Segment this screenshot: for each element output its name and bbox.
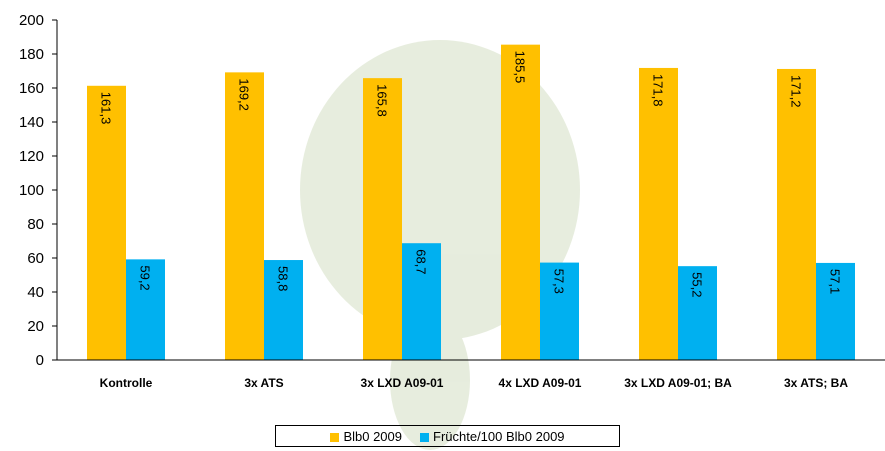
bar: [87, 85, 126, 360]
x-tick-label: 3x LXD A09-01; BA: [624, 376, 732, 390]
bar: [264, 260, 303, 360]
bar: [402, 243, 441, 360]
value-label: 161,3: [99, 92, 114, 125]
value-label: 171,2: [789, 75, 804, 108]
value-label: 68,7: [414, 249, 429, 274]
y-tick-label: 80: [27, 216, 44, 233]
x-tick-label: 4x LXD A09-01: [498, 376, 582, 390]
y-tick-label: 200: [19, 12, 44, 29]
legend-label: Früchte/100 Blb0 2009: [433, 428, 565, 444]
bar: [363, 78, 402, 360]
bar: [540, 262, 579, 360]
value-label: 59,2: [138, 265, 153, 290]
bar: [816, 262, 855, 360]
y-tick-label: 140: [19, 114, 44, 131]
bar: [678, 266, 717, 360]
value-label: 169,2: [237, 78, 252, 111]
x-tick-label: Kontrolle: [99, 376, 153, 390]
bar: [777, 68, 816, 361]
legend-swatch: [330, 432, 340, 442]
legend-item: Blb0 2009: [330, 429, 402, 444]
bar: [225, 72, 264, 361]
value-label: 55,2: [690, 272, 705, 297]
y-tick-label: 60: [27, 250, 44, 267]
y-tick-label: 40: [27, 284, 44, 301]
y-tick-label: 160: [19, 80, 44, 97]
x-tick-label: 3x ATS: [244, 376, 284, 390]
value-label: 57,1: [828, 269, 843, 294]
legend-item: Früchte/100 Blb0 2009: [420, 429, 565, 444]
value-label: 58,8: [276, 266, 291, 291]
y-tick-label: 20: [27, 318, 44, 335]
value-label: 185,5: [513, 51, 528, 84]
y-tick-label: 0: [36, 352, 44, 369]
legend-swatch: [420, 432, 429, 442]
value-label: 57,3: [552, 269, 567, 294]
y-tick-label: 180: [19, 46, 44, 63]
x-tick-label: 3x LXD A09-01: [360, 376, 444, 390]
legend-label: Blb0 2009: [343, 428, 402, 444]
bar: [639, 67, 678, 360]
value-label: 165,8: [375, 84, 390, 117]
x-tick-label: 3x ATS; BA: [783, 376, 848, 390]
y-tick-label: 120: [19, 148, 44, 165]
bar: [501, 44, 540, 361]
bar: [126, 259, 165, 360]
value-label: 171,8: [651, 74, 666, 107]
y-tick-label: 100: [19, 182, 44, 199]
legend: Blb0 2009 Früchte/100 Blb0 2009: [275, 425, 620, 447]
